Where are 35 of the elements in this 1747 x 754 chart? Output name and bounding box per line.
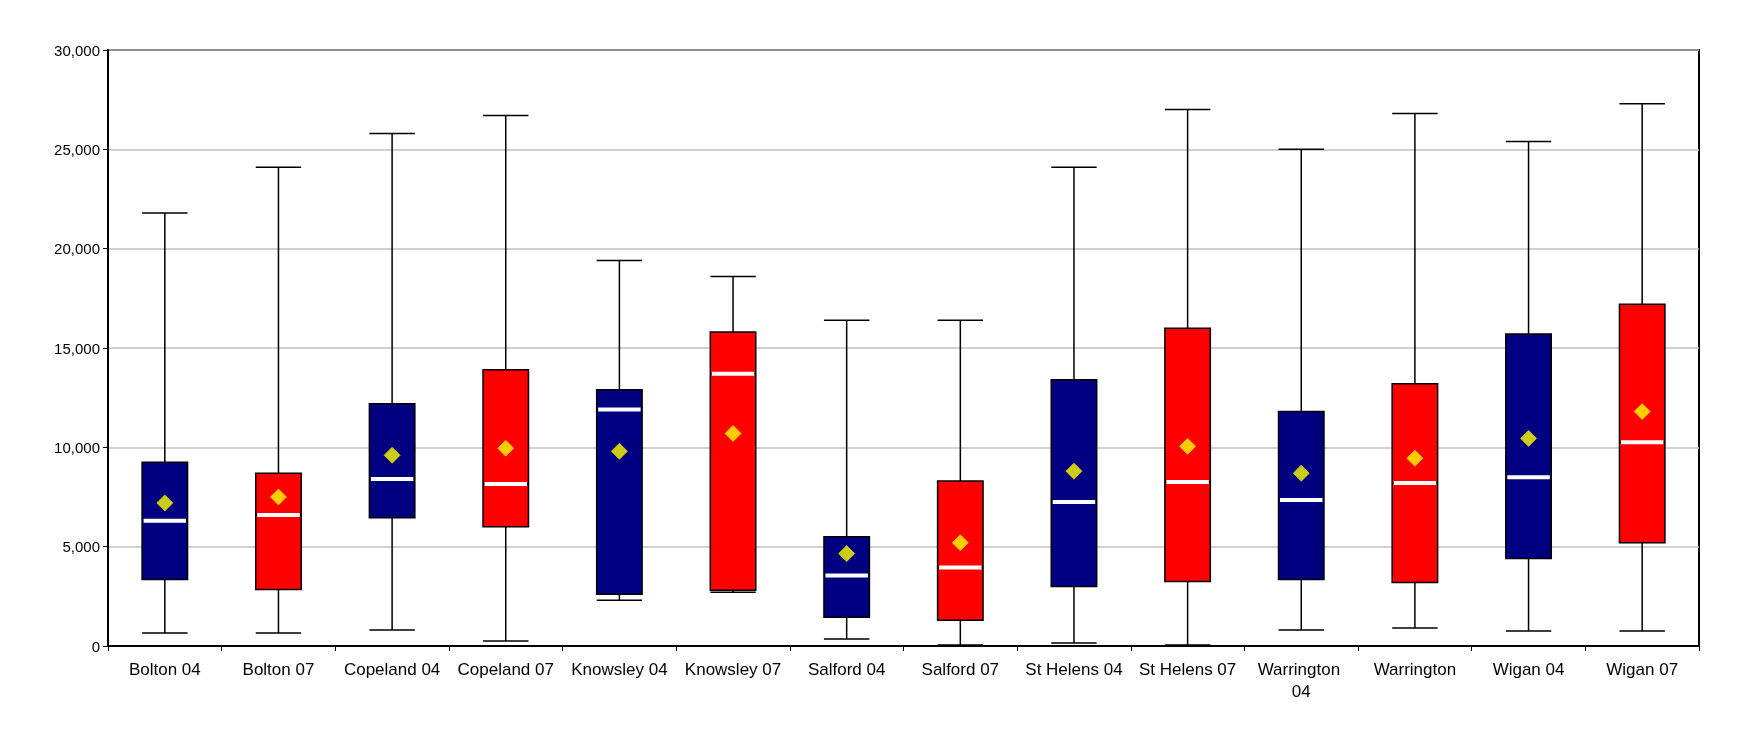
x-tick-label: Bolton 04 xyxy=(128,659,201,679)
point xyxy=(1292,464,1310,482)
point xyxy=(269,488,287,506)
x-tick-label: Knowsley 07 xyxy=(684,659,782,679)
x-tick-label: St Helens 07 xyxy=(1138,659,1237,679)
x-tick-label: Wigan 04 xyxy=(1492,659,1565,679)
y-tick-label: 20,000 xyxy=(54,240,100,258)
x-tick-label: Warrington 04 xyxy=(1257,659,1345,701)
point xyxy=(383,446,401,464)
y-tick-label: 5,000 xyxy=(62,538,100,556)
point xyxy=(951,534,969,552)
point xyxy=(1633,403,1651,421)
x-tick-label: Salford 04 xyxy=(807,659,886,679)
point xyxy=(1520,429,1538,447)
x-tick-label: Salford 07 xyxy=(921,659,1000,679)
y-tick-label: 25,000 xyxy=(54,140,100,158)
y-tick-label: 15,000 xyxy=(54,339,100,357)
y-tick-label: 30,000 xyxy=(54,41,100,59)
point xyxy=(610,442,628,460)
point xyxy=(838,545,856,563)
point xyxy=(1406,449,1424,467)
point xyxy=(497,439,515,457)
x-tick-label: Knowsley 04 xyxy=(571,659,668,679)
point xyxy=(724,424,742,442)
x-tick-label: Wigan 07 xyxy=(1606,659,1679,679)
x-tick-label: Copeland 04 xyxy=(343,659,441,679)
y-tick-label: 10,000 xyxy=(54,438,100,456)
point xyxy=(1065,462,1083,480)
point xyxy=(1179,437,1197,455)
x-tick-label: St Helens 04 xyxy=(1025,659,1123,679)
y-tick-label: 0 xyxy=(91,637,100,655)
point xyxy=(156,494,174,512)
x-tick-label: Warrington xyxy=(1373,659,1457,679)
x-tick-label: Bolton 07 xyxy=(242,659,315,679)
x-tick-label: Copeland 07 xyxy=(457,659,554,679)
